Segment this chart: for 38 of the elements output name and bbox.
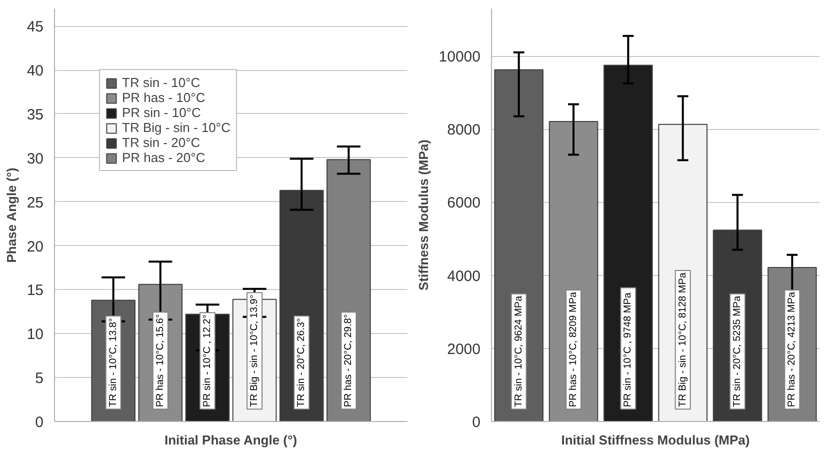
y-tick-label: 20 <box>26 238 44 256</box>
y-tick-label: 10000 <box>438 48 481 66</box>
legend-label: TR Big - sin - 10°C <box>122 120 231 135</box>
data-label: PR has - 10°C, 15.6° <box>154 314 166 408</box>
y-tick-label: 4000 <box>447 268 481 285</box>
legend-label: TR sin - 20°C <box>122 135 200 150</box>
data-label: TR Big - sin - 10°C, 8128 MPa <box>677 272 688 408</box>
data-label: PR sin - 10°C , 12.2° <box>202 314 213 408</box>
x-axis-title: Initial Stiffness Modulus (MPa) <box>561 432 750 448</box>
y-tick-label: 8000 <box>447 122 481 139</box>
y-tick-label: 2000 <box>447 340 481 358</box>
data-label: TR sin - 10°C, 9624 MPa <box>513 295 524 408</box>
data-label: TR sin - 20°C, 26.3° <box>296 318 308 408</box>
y-tick-label: 0 <box>472 414 480 431</box>
legend-label: PR has - 20°C <box>122 150 206 165</box>
data-label: TR sin - 10°C, 13.8° <box>108 318 119 408</box>
data-label: PR sin - 10°C , 9748 MPa <box>622 292 634 408</box>
data-label: PR has - 20°C, 4213 MPa <box>786 292 798 408</box>
x-axis-title: Initial Phase Angle (°) <box>164 432 298 448</box>
legend-label: PR sin - 10°C <box>122 105 201 120</box>
y-axis-title: Phase Angle (°) <box>4 168 19 263</box>
y-tick-label: 45 <box>26 18 44 36</box>
y-tick-label: 0 <box>35 414 44 431</box>
y-axis-title: Stiffness Modulus (MPa) <box>416 140 431 290</box>
data-label: TR Big - sin - 10°C, 13.9° <box>249 294 260 408</box>
y-tick-label: 6000 <box>447 194 481 212</box>
y-tick-label: 30 <box>26 150 44 168</box>
data-label: PR has - 10°C, 8209 MPa <box>568 292 579 408</box>
data-label: PR has - 20°C, 29.8° <box>343 314 354 408</box>
y-tick-label: 35 <box>26 106 44 124</box>
legend-label: PR has - 10°C <box>122 90 206 105</box>
y-tick-label: 15 <box>26 282 44 300</box>
y-tick-label: 5 <box>35 370 44 388</box>
legend-label: TR sin - 10°C <box>122 75 200 90</box>
y-tick-label: 10 <box>26 326 44 344</box>
y-tick-label: 40 <box>26 62 44 80</box>
y-tick-label: 25 <box>26 194 44 212</box>
data-label: TR sin - 20°C, 5235 MPa <box>732 295 743 408</box>
